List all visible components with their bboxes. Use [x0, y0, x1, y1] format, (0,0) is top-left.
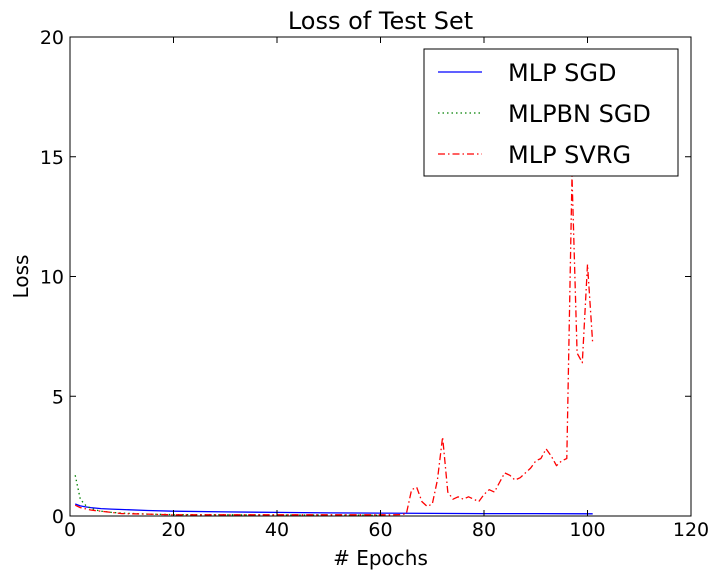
x-axis-label: # Epochs — [333, 546, 428, 570]
y-tick-label: 15 — [40, 147, 64, 169]
x-tick-label: 40 — [265, 519, 289, 541]
x-tick-label: 100 — [569, 519, 605, 541]
x-tick-label: 120 — [673, 519, 709, 541]
series-line-2 — [74, 175, 594, 516]
y-axis: 0 5 10 15 20 — [40, 27, 691, 528]
legend-label-1: MLPBN SGD — [508, 100, 651, 128]
y-tick-label: 20 — [40, 27, 64, 49]
x-tick-label: 60 — [368, 519, 392, 541]
plot-lines — [74, 175, 594, 516]
series-line-0 — [74, 503, 593, 515]
y-axis-label: Loss — [9, 255, 33, 299]
x-tick-label: 20 — [161, 519, 185, 541]
legend: MLP SGD MLPBN SGD MLP SVRG — [423, 48, 679, 177]
x-tick-label: 80 — [472, 519, 496, 541]
y-tick-label: 10 — [40, 267, 64, 289]
x-tick-label: 0 — [64, 519, 76, 541]
y-tick-label: 0 — [52, 506, 64, 528]
legend-label-2: MLP SVRG — [508, 141, 631, 169]
chart-title: Loss of Test Set — [288, 7, 473, 35]
legend-label-0: MLP SGD — [508, 59, 617, 87]
y-tick-label: 5 — [52, 386, 64, 408]
x-axis: 0 20 40 60 80 100 120 — [64, 37, 709, 541]
